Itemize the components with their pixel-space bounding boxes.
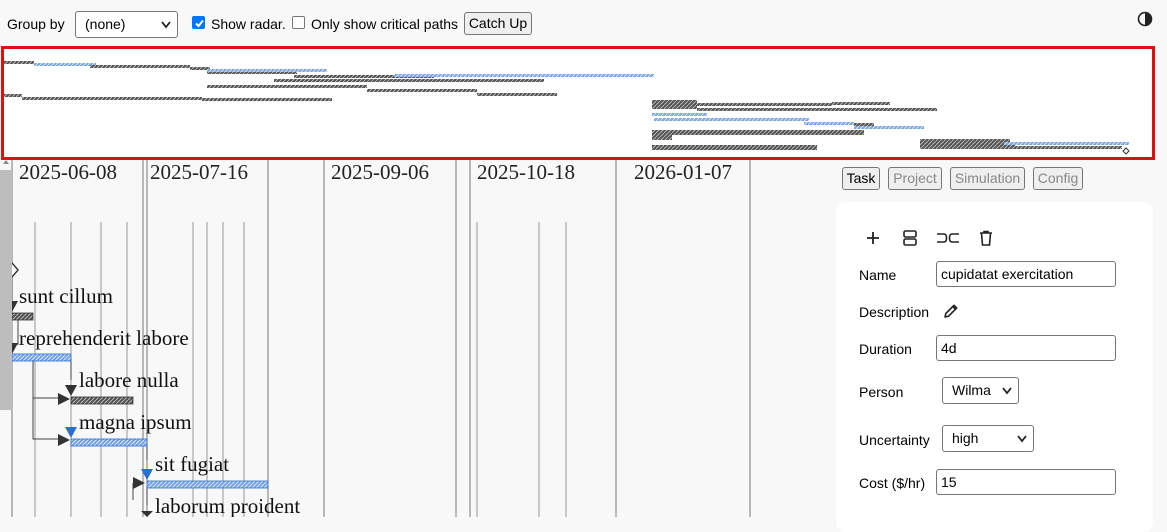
radar-bar bbox=[22, 97, 202, 100]
date-label: 2025-07-16 bbox=[150, 160, 248, 184]
vertical-scrollbar[interactable] bbox=[0, 160, 12, 410]
task-bar bbox=[70, 396, 134, 405]
duration-input[interactable]: 4d bbox=[936, 335, 1116, 361]
task-bar bbox=[11, 312, 34, 321]
name-input[interactable]: cupidatat exercitation bbox=[936, 261, 1116, 287]
dependency-arrowhead bbox=[65, 385, 77, 396]
task-label[interactable]: sit fugiat bbox=[155, 452, 230, 476]
radar-bar bbox=[804, 122, 854, 125]
cost-input[interactable]: 15 bbox=[936, 469, 1116, 495]
show-radar-label: Show radar. bbox=[211, 16, 286, 32]
tab-config[interactable]: Config bbox=[1033, 167, 1083, 190]
uncertainty-select[interactable]: high bbox=[942, 425, 1034, 452]
radar-bar bbox=[367, 89, 477, 92]
radar-bar bbox=[394, 74, 654, 77]
radar-bar bbox=[920, 144, 1015, 149]
add-icon[interactable] bbox=[864, 229, 882, 247]
split-icon[interactable] bbox=[901, 229, 919, 247]
radar-bar bbox=[652, 104, 697, 109]
delete-icon[interactable] bbox=[977, 229, 995, 247]
dependency-arrowhead bbox=[141, 469, 153, 480]
chevron-down-icon bbox=[1017, 435, 1027, 443]
gantt-canvas bbox=[5, 160, 751, 517]
radar-bar bbox=[652, 135, 672, 140]
task-label[interactable]: reprehenderit labore bbox=[19, 326, 189, 350]
radar-bar bbox=[477, 93, 557, 96]
dependency-arrowhead bbox=[65, 427, 77, 438]
date-label: 2025-09-06 bbox=[331, 160, 429, 184]
tab-task[interactable]: Task bbox=[842, 167, 880, 190]
radar-bar bbox=[207, 71, 297, 74]
radar-bar bbox=[697, 103, 832, 106]
catch-up-button[interactable]: Catch Up bbox=[464, 12, 532, 35]
description-label: Description bbox=[859, 304, 930, 320]
radar-bar bbox=[832, 102, 890, 105]
group-by-value: (none) bbox=[85, 16, 126, 32]
task-label[interactable]: labore nulla bbox=[79, 368, 179, 392]
dependency-arrowhead bbox=[58, 393, 70, 405]
task-bar bbox=[11, 353, 72, 362]
task-bar bbox=[70, 438, 148, 447]
group-by-label: Group by bbox=[7, 16, 65, 32]
dependency-line bbox=[32, 357, 60, 399]
radar-bar bbox=[190, 67, 210, 70]
pencil-icon[interactable] bbox=[942, 302, 960, 320]
dependency-arrowhead bbox=[133, 477, 145, 489]
radar-bar bbox=[4, 94, 22, 97]
cost-label: Cost ($/hr) bbox=[859, 475, 926, 491]
person-select[interactable]: Wilma bbox=[942, 377, 1019, 404]
date-label: 2026-01-07 bbox=[634, 160, 732, 184]
radar-bar bbox=[274, 79, 544, 82]
dependency-arrowhead bbox=[58, 434, 70, 446]
radar-bar bbox=[294, 75, 434, 78]
chevron-down-icon bbox=[1002, 387, 1012, 395]
tab-project[interactable]: Project bbox=[888, 167, 942, 190]
radar-bar bbox=[652, 130, 864, 135]
date-label: 2025-10-18 bbox=[477, 160, 575, 184]
dependency-arrowhead bbox=[141, 511, 153, 517]
contrast-icon[interactable] bbox=[1137, 11, 1153, 27]
radar-bar bbox=[920, 139, 1010, 144]
radar-bar bbox=[4, 61, 34, 64]
task-label[interactable]: sunt cillum bbox=[19, 284, 113, 308]
radar-milestone bbox=[1122, 147, 1130, 155]
radar-bar bbox=[34, 63, 96, 66]
group-by-select[interactable]: (none) bbox=[75, 11, 178, 38]
duration-label: Duration bbox=[859, 341, 912, 357]
join-icon[interactable] bbox=[936, 229, 960, 247]
radar-bar bbox=[652, 145, 817, 150]
show-radar-checkbox[interactable] bbox=[192, 16, 205, 29]
name-label: Name bbox=[859, 267, 897, 283]
task-label[interactable]: magna ipsum bbox=[79, 410, 192, 434]
radar-bar bbox=[1004, 146, 1122, 149]
person-label: Person bbox=[859, 384, 904, 400]
critical-paths-label: Only show critical paths bbox=[311, 16, 459, 32]
radar-bar bbox=[202, 98, 332, 101]
date-label: 2025-06-08 bbox=[19, 160, 117, 184]
radar-bar bbox=[652, 100, 697, 105]
chevron-down-icon bbox=[161, 21, 171, 29]
radar-chart bbox=[4, 61, 1130, 155]
radar-bar bbox=[90, 65, 190, 68]
task-bar bbox=[146, 480, 269, 489]
radar-bar bbox=[207, 85, 367, 88]
task-label[interactable]: laborum proident bbox=[155, 494, 301, 517]
toolbar: Group by (none) Show radar. Only show cr… bbox=[0, 0, 1167, 46]
radar-bar bbox=[854, 123, 874, 126]
radar-bar bbox=[207, 69, 327, 72]
radar-bar bbox=[854, 126, 924, 129]
radar-bar bbox=[652, 113, 707, 116]
tab-simulation[interactable]: Simulation bbox=[950, 167, 1025, 190]
radar-overview[interactable] bbox=[1, 46, 1155, 160]
critical-paths-checkbox[interactable] bbox=[292, 16, 305, 29]
radar-bar bbox=[1004, 142, 1129, 145]
checkmark-icon bbox=[195, 19, 204, 28]
uncertainty-label: Uncertainty bbox=[859, 432, 930, 448]
radar-bar bbox=[699, 118, 809, 121]
dependency-line bbox=[32, 357, 60, 440]
person-value: Wilma bbox=[952, 382, 991, 398]
uncertainty-value: high bbox=[952, 430, 979, 446]
radar-bar bbox=[697, 108, 937, 111]
gantt-chart[interactable]: 2025-06-08 2025-07-16 2025-09-06 2025-10… bbox=[0, 160, 820, 517]
